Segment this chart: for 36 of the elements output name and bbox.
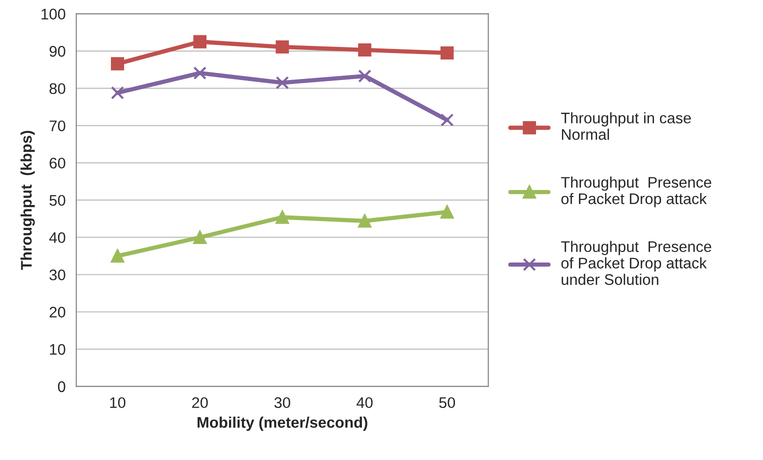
y-tick-label: 40 — [49, 232, 66, 244]
legend-label: Throughput Presence of Packet Drop attack — [561, 176, 712, 208]
x-tick-label: 20 — [192, 397, 208, 408]
legend-label: Throughput Presence of Packet Drop attack under Solution — [561, 240, 712, 285]
point — [110, 57, 124, 70]
point — [193, 35, 207, 48]
y-tick-label: 10 — [50, 344, 66, 355]
y-tick-label: 60 — [50, 158, 66, 169]
x-tick-label: 40 — [356, 397, 373, 408]
y-tick-label: 70 — [50, 120, 66, 132]
point — [440, 113, 454, 127]
point — [358, 43, 372, 57]
point — [276, 76, 289, 90]
point — [440, 205, 454, 219]
point — [193, 230, 207, 244]
point — [358, 214, 372, 228]
y-tick-label: 80 — [50, 83, 66, 94]
point — [276, 40, 289, 54]
point — [110, 249, 124, 263]
point — [440, 46, 454, 60]
point — [276, 210, 289, 224]
point — [193, 66, 207, 80]
y-tick-label: 0 — [58, 381, 66, 392]
legend-label: Throughput in case Normal — [561, 112, 691, 140]
x-tick-label: 50 — [439, 397, 456, 408]
y-tick-label: 20 — [50, 306, 66, 318]
point — [358, 69, 372, 83]
y-tick-label: 50 — [50, 194, 66, 206]
y-tick-label: 30 — [49, 269, 66, 280]
point — [110, 86, 124, 100]
x-tick-label: 10 — [110, 397, 126, 408]
y-axis-title: Throughput (kbps) — [20, 130, 35, 270]
y-tick-label: 90 — [50, 46, 66, 57]
x-tick-label: 30 — [274, 397, 290, 408]
x-axis-title: Mobility (meter/second) — [198, 416, 368, 431]
y-tick-label: 100 — [42, 8, 66, 20]
